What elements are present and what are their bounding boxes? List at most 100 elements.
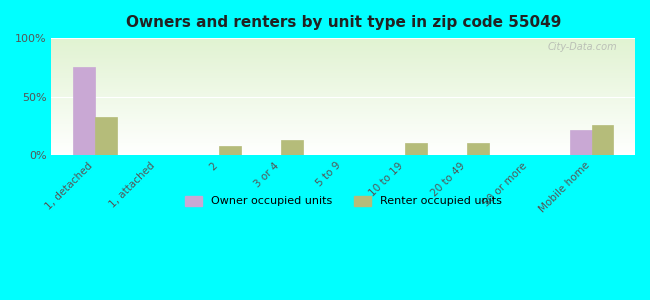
Text: City-Data.com: City-Data.com: [548, 42, 617, 52]
Bar: [51, 66, 635, 68]
Bar: [51, 112, 635, 113]
Bar: [51, 153, 635, 154]
Bar: [51, 40, 635, 42]
Bar: [51, 93, 635, 94]
Bar: [51, 99, 635, 100]
Bar: [281, 140, 303, 155]
Bar: [51, 133, 635, 134]
Bar: [51, 139, 635, 140]
Bar: [51, 83, 635, 84]
Bar: [51, 45, 635, 46]
Bar: [51, 103, 635, 104]
Bar: [51, 80, 635, 82]
Bar: [51, 79, 635, 80]
Bar: [51, 137, 635, 138]
Bar: [73, 68, 95, 155]
Bar: [51, 44, 635, 45]
Bar: [51, 94, 635, 96]
Bar: [51, 119, 635, 120]
Bar: [51, 55, 635, 56]
Bar: [51, 74, 635, 76]
Bar: [51, 64, 635, 65]
Bar: [51, 123, 635, 124]
Bar: [51, 148, 635, 150]
Bar: [51, 77, 635, 78]
Bar: [51, 92, 635, 93]
Bar: [51, 57, 635, 58]
Bar: [51, 85, 635, 86]
Bar: [51, 84, 635, 85]
Bar: [51, 51, 635, 52]
Bar: [51, 65, 635, 66]
Bar: [51, 110, 635, 111]
Bar: [51, 43, 635, 44]
Bar: [51, 90, 635, 91]
Bar: [51, 152, 635, 153]
Bar: [51, 151, 635, 152]
Bar: [51, 132, 635, 133]
Bar: [51, 100, 635, 101]
Bar: [592, 125, 613, 155]
Bar: [51, 59, 635, 60]
Bar: [51, 47, 635, 49]
Bar: [51, 141, 635, 142]
Bar: [51, 97, 635, 98]
Bar: [51, 111, 635, 112]
Bar: [51, 146, 635, 147]
Bar: [51, 154, 635, 155]
Bar: [51, 96, 635, 97]
Bar: [51, 126, 635, 127]
Bar: [51, 76, 635, 77]
Bar: [51, 114, 635, 116]
Bar: [51, 107, 635, 109]
Bar: [51, 106, 635, 107]
Bar: [51, 113, 635, 114]
Bar: [51, 78, 635, 79]
Bar: [51, 60, 635, 62]
Bar: [51, 109, 635, 110]
Bar: [51, 58, 635, 59]
Bar: [51, 50, 635, 51]
Bar: [51, 98, 635, 99]
Bar: [51, 70, 635, 71]
Bar: [51, 117, 635, 118]
Bar: [219, 146, 240, 155]
Bar: [51, 38, 635, 39]
Bar: [51, 82, 635, 83]
Bar: [51, 61, 635, 63]
Bar: [51, 68, 635, 69]
Bar: [51, 101, 635, 103]
Bar: [51, 42, 635, 43]
Bar: [51, 104, 635, 105]
Bar: [51, 88, 635, 90]
Bar: [51, 39, 635, 41]
Bar: [51, 120, 635, 122]
Bar: [51, 52, 635, 53]
Bar: [51, 140, 635, 141]
Bar: [51, 71, 635, 72]
Bar: [51, 87, 635, 88]
Bar: [51, 144, 635, 145]
Bar: [51, 131, 635, 132]
Bar: [51, 130, 635, 131]
Bar: [51, 150, 635, 151]
Bar: [51, 125, 635, 126]
Bar: [51, 127, 635, 128]
Bar: [51, 49, 635, 50]
Bar: [51, 69, 635, 70]
Bar: [95, 117, 116, 155]
Bar: [51, 128, 635, 130]
Bar: [51, 56, 635, 57]
Bar: [51, 63, 635, 64]
Bar: [51, 138, 635, 139]
Bar: [51, 46, 635, 47]
Bar: [51, 142, 635, 144]
Bar: [467, 142, 489, 155]
Title: Owners and renters by unit type in zip code 55049: Owners and renters by unit type in zip c…: [125, 15, 561, 30]
Bar: [51, 118, 635, 119]
Bar: [51, 86, 635, 87]
Bar: [570, 130, 592, 155]
Bar: [51, 122, 635, 123]
Bar: [51, 136, 635, 137]
Bar: [51, 124, 635, 125]
